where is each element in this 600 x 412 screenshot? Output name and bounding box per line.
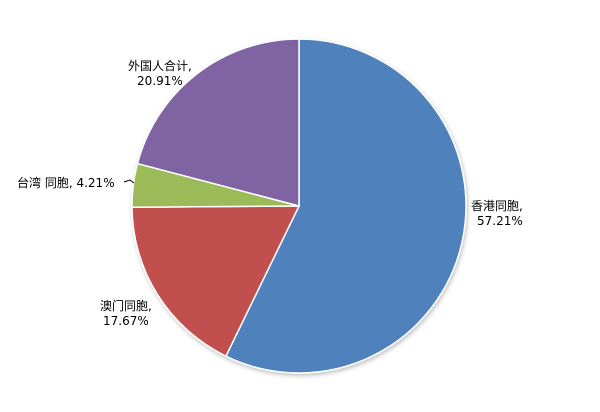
leader-line-taiwan [123,179,135,184]
label-hongkong-value: 57.21% [477,214,523,228]
pie-slice-macau [131,205,301,358]
label-taiwan-value: 4.21% [76,176,115,190]
pie-slice-foreign [136,38,300,207]
pie-slice-hongkong [224,38,467,374]
label-macau: 澳门同胞, 17.67% [100,299,152,329]
label-macau-name: 澳门同胞, [100,299,152,313]
label-macau-value: 17.67% [103,314,149,328]
label-foreign-name: 外国人合计, [128,59,192,73]
label-foreign: 外国人合计, 20.91% [128,59,192,89]
label-foreign-value: 20.91% [137,74,183,88]
label-taiwan-name: 台湾 同胞, [17,176,73,190]
label-hongkong-name: 香港同胞, [471,199,523,213]
label-hongkong: 香港同胞, 57.21% [471,199,523,229]
label-taiwan: 台湾 同胞, 4.21% [17,176,115,191]
